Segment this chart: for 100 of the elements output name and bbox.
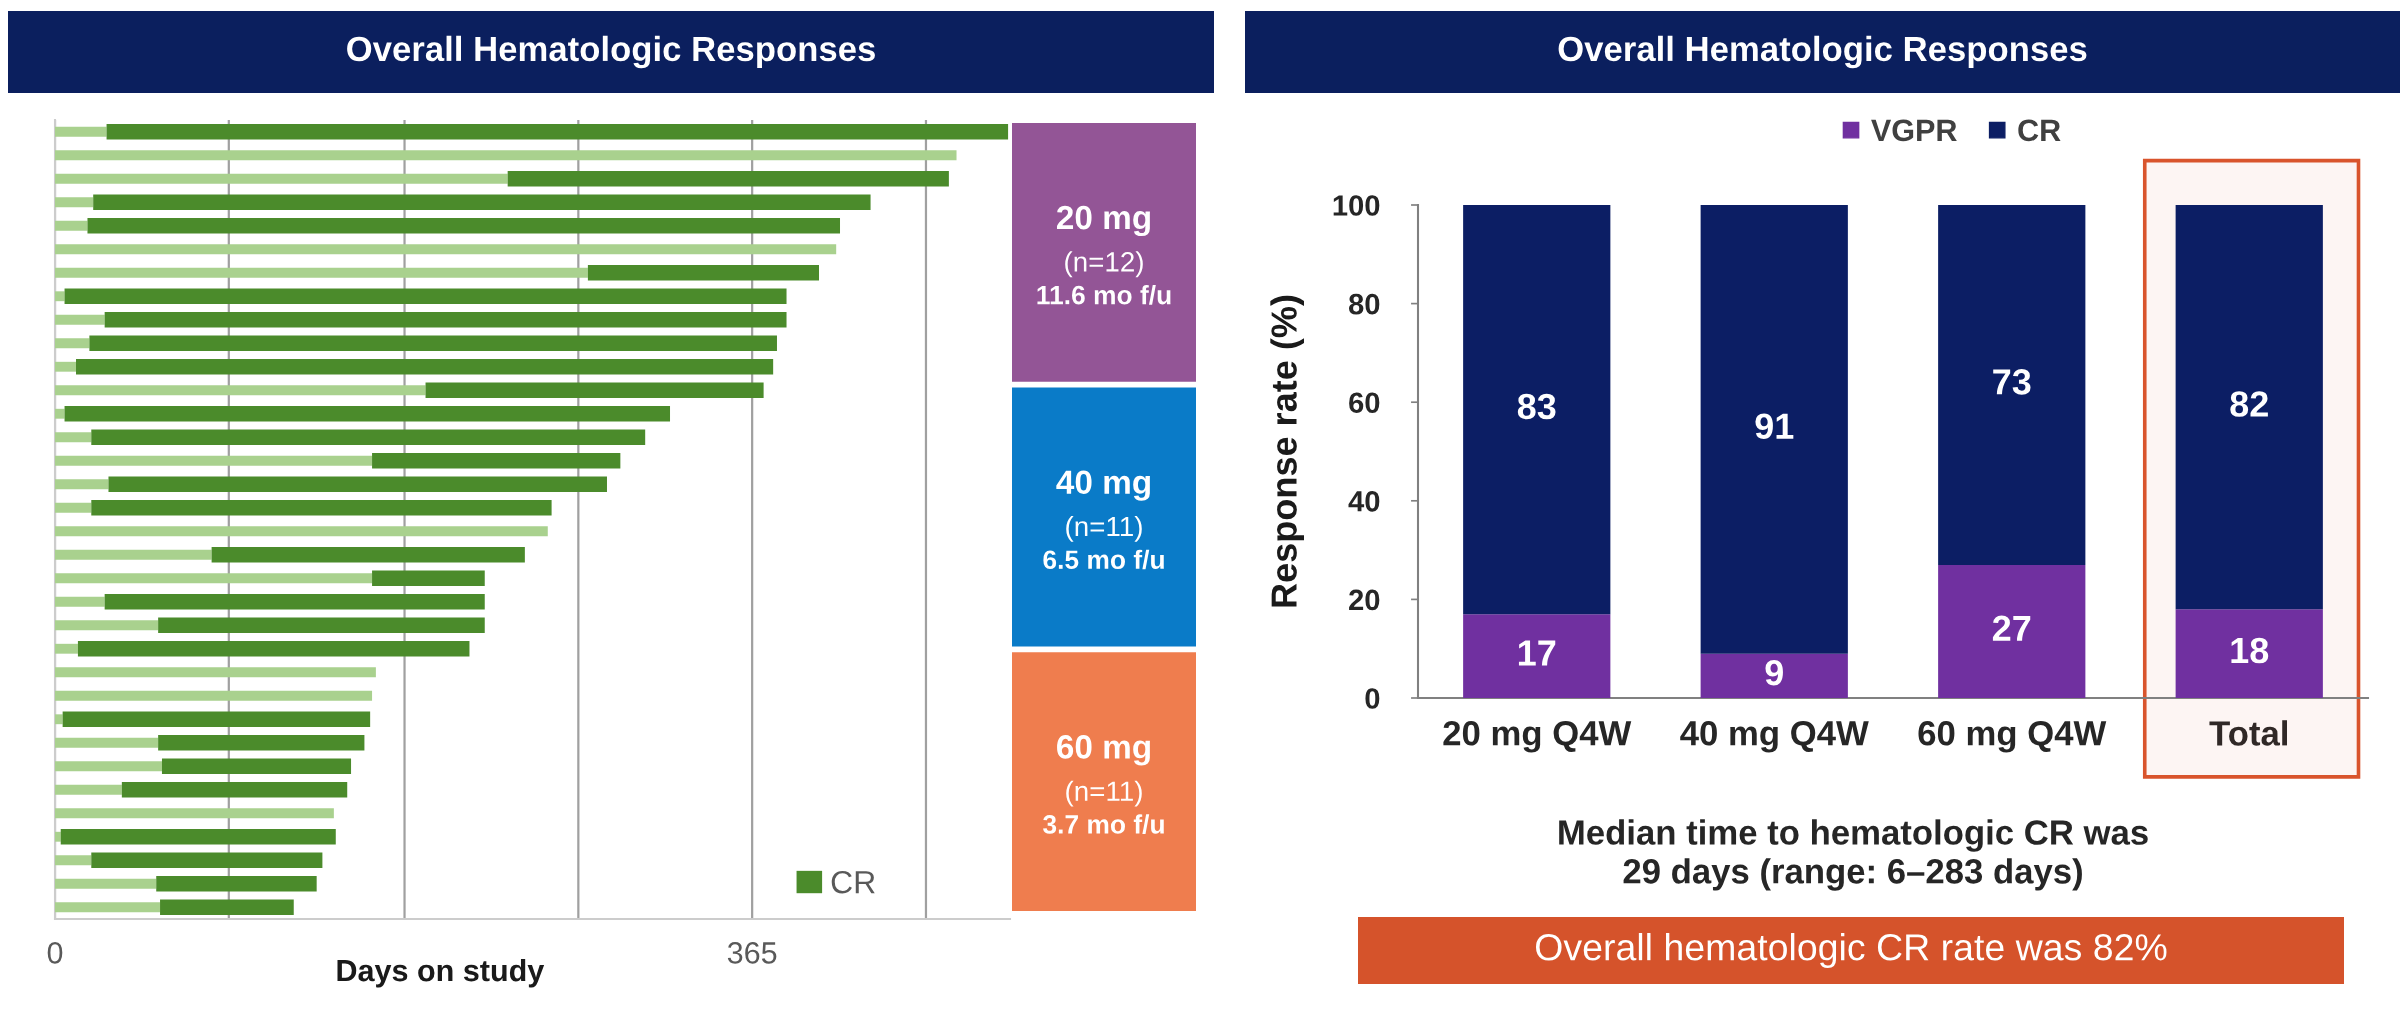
- x-axis-title: Days on study: [337, 958, 545, 988]
- data-label: 18: [2231, 637, 2269, 664]
- text: 6.5 mo f/u: [1043, 549, 1164, 570]
- bar: [55, 197, 94, 208]
- bar: [55, 361, 77, 372]
- bar: [55, 596, 105, 607]
- category-label: 40 mg: [1056, 470, 1150, 501]
- bar: [121, 781, 348, 798]
- text: Median time to hematologic CR was 29 days (range: 6–283 days): [1559, 819, 2148, 891]
- bar: [60, 828, 336, 845]
- x-tick-label: Total: [2209, 720, 2287, 746]
- bar: [372, 452, 621, 469]
- data-label: 82: [2230, 391, 2268, 417]
- bar: [55, 291, 65, 302]
- bar: [1463, 614, 1611, 698]
- bar: [55, 385, 426, 396]
- bar: [1700, 205, 1848, 654]
- bar: [55, 808, 334, 819]
- bar: [1938, 205, 2086, 565]
- bar: [93, 194, 871, 210]
- bar: [55, 126, 107, 137]
- text: (n=11): [1066, 780, 1142, 807]
- bar: [91, 499, 552, 516]
- bar: [55, 173, 508, 184]
- bar: [55, 455, 373, 466]
- bar: [158, 617, 485, 633]
- text: (n=11): [1066, 515, 1142, 542]
- bar: [55, 479, 109, 490]
- bar: [55, 902, 161, 913]
- bar: [55, 502, 92, 513]
- bar: [425, 382, 764, 398]
- data-label: 91: [1755, 413, 1794, 440]
- data-label: 83: [1517, 393, 1556, 420]
- bar: [55, 690, 373, 701]
- bar: [1463, 205, 1611, 615]
- data-label: 73: [1993, 369, 2031, 395]
- bar: [55, 573, 373, 584]
- x-tick-label: 365: [727, 942, 777, 964]
- legend-label: VGPR: [1871, 119, 1957, 142]
- chart-title: Overall Hematologic Responses: [347, 35, 875, 69]
- y-axis-title: Response rate (%): [1270, 295, 1304, 607]
- bar: [55, 737, 159, 748]
- x-tick-label: 20 mg Q4W: [1443, 720, 1632, 753]
- bar: [55, 878, 157, 889]
- category-label: 60 mg: [1057, 735, 1150, 766]
- text: 3.7 mo f/u: [1043, 814, 1164, 835]
- bar: [104, 593, 485, 610]
- bar: [55, 314, 105, 325]
- bar: [156, 875, 317, 892]
- bar: [2175, 205, 2323, 610]
- bar: [77, 640, 470, 657]
- y-tick-label: 20: [1349, 589, 1380, 611]
- text: 11.6 mo f/u: [1037, 285, 1171, 305]
- text: (n=12): [1065, 251, 1143, 278]
- bar: [587, 264, 819, 281]
- bar: [211, 546, 525, 563]
- y-tick-label: 0: [1365, 688, 1380, 709]
- bar: [55, 761, 162, 772]
- bar: [55, 432, 92, 443]
- bar: [1938, 564, 2086, 698]
- bar: [55, 338, 90, 349]
- bar: [55, 667, 376, 678]
- data-label: 9: [1765, 659, 1783, 686]
- bar: [55, 855, 92, 866]
- legend-label: CR: [831, 870, 875, 894]
- bar: [55, 549, 212, 560]
- bar: [55, 408, 65, 419]
- category-label: 20 mg: [1056, 205, 1150, 237]
- bar: [64, 405, 671, 422]
- y-tick-label: 60: [1349, 392, 1380, 414]
- bar: [62, 711, 371, 727]
- data-label: 17: [1518, 640, 1556, 666]
- bar: [1700, 653, 1848, 698]
- legend-label: CR: [2018, 119, 2061, 142]
- y-tick-label: 80: [1348, 293, 1380, 315]
- bar: [55, 714, 63, 725]
- x-tick-label: 60 mg Q4W: [1918, 720, 2107, 753]
- bar: [158, 734, 365, 751]
- bar: [55, 220, 88, 231]
- x-tick-label: 40 mg Q4W: [1680, 720, 1869, 753]
- y-tick-label: 40: [1348, 491, 1380, 512]
- bar: [55, 526, 548, 537]
- bar: [55, 643, 78, 654]
- bar: [2175, 609, 2323, 698]
- bar: [104, 311, 787, 328]
- bar: [55, 620, 159, 631]
- bar: [89, 335, 777, 351]
- bar: [64, 288, 787, 304]
- text: Overall hematologic CR rate was 82%: [1535, 933, 2167, 968]
- bar: [108, 476, 607, 492]
- bar: [55, 784, 122, 795]
- bar: [161, 758, 352, 774]
- data-label: 27: [1992, 615, 2031, 641]
- chart-title: Overall Hematologic Responses: [1558, 35, 2087, 69]
- y-tick-label: 100: [1333, 195, 1380, 216]
- bar: [91, 852, 323, 868]
- bar: [76, 358, 774, 375]
- bar: [55, 267, 588, 278]
- bar: [55, 244, 837, 255]
- bar: [55, 150, 957, 161]
